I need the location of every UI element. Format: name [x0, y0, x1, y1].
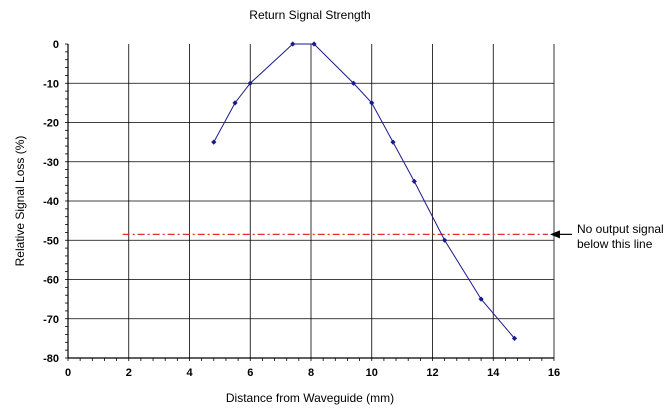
data-point-marker [390, 139, 396, 145]
grid-lines [68, 44, 555, 359]
y-tick-label: -50 [43, 235, 59, 247]
annotation-text-line-2: below this line [577, 237, 653, 251]
series-line [211, 41, 518, 341]
y-tick-label: -40 [43, 196, 59, 208]
x-axis-label: Distance from Waveguide (mm) [226, 391, 394, 405]
data-point-marker [369, 100, 375, 106]
y-tick-label: -20 [43, 118, 59, 130]
y-tick-label: -10 [43, 78, 59, 90]
y-tick-label: -30 [43, 157, 59, 169]
x-tick-label: 4 [186, 367, 193, 379]
y-tick-label: -80 [43, 353, 59, 365]
y-axis-label: Relative Signal Loss (%) [13, 136, 27, 267]
threshold-annotation: No output signal below this line [549, 222, 664, 251]
x-axis-tick-labels: 0 2 4 6 8 10 12 14 16 [65, 367, 560, 379]
x-tick-label: 14 [487, 367, 500, 379]
data-point-marker [478, 296, 484, 302]
data-point-marker [311, 41, 317, 47]
data-point-marker [511, 335, 518, 341]
data-point-marker [211, 139, 217, 145]
x-tick-label: 6 [247, 367, 253, 379]
data-point-marker [411, 178, 417, 184]
annotation-arrow-head [549, 230, 560, 239]
data-point-marker [290, 41, 296, 47]
minor-ticks [65, 43, 555, 361]
y-axis-tick-labels: 0 -10 -20 -30 -40 -50 -60 -70 -80 [43, 39, 59, 365]
x-tick-label: 2 [126, 367, 132, 379]
y-tick-label: 0 [53, 39, 59, 51]
x-tick-label: 0 [65, 367, 71, 379]
data-point-marker [232, 100, 238, 106]
y-tick-label: -60 [43, 275, 59, 287]
series-polyline [213, 43, 515, 339]
annotation-text-line-1: No output signal [577, 222, 664, 236]
data-point-marker [247, 80, 253, 86]
x-tick-label: 8 [308, 367, 314, 379]
x-tick-label: 10 [366, 367, 378, 379]
data-point-marker [350, 80, 357, 86]
data-point-marker [442, 237, 448, 243]
x-tick-label: 16 [548, 367, 560, 379]
y-tick-label: -70 [43, 314, 59, 326]
x-tick-label: 12 [426, 367, 438, 379]
chart-title: Return Signal Strength [249, 8, 370, 22]
